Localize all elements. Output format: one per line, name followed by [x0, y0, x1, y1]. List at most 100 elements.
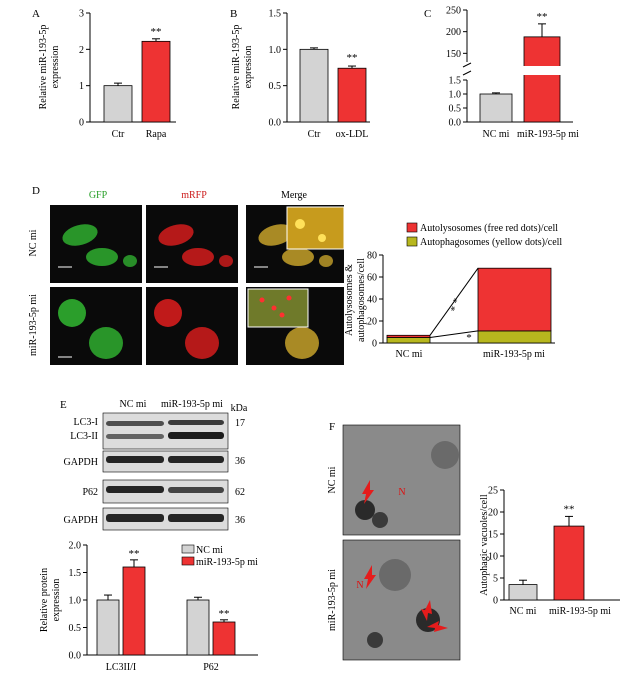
panel-d-bar-autophagosomes-0: [386, 337, 431, 344]
panel-d-col-header-gfp: GFP: [89, 190, 108, 201]
panel-e-kda-label: kDa: [231, 403, 248, 414]
panel-e-xtick-label: LC3II/I: [106, 662, 137, 673]
panel-e-band-label: P62: [82, 487, 98, 498]
blot-band: [168, 432, 224, 439]
panel-e-xtick-label: P62: [203, 662, 219, 673]
panel-c-axis-break: [462, 70, 472, 76]
panel-b-xtick-label: Ctr: [308, 129, 321, 140]
cell-nucleus: [285, 327, 319, 359]
red-arrow-icon: [362, 480, 374, 504]
panel-c-bar-break-gap: [522, 66, 562, 75]
panel-d-chart-ytick-label: 60: [367, 273, 377, 284]
panel-a-ytick-label: 0: [79, 118, 84, 129]
panel-b-ytick-label: 0.5: [269, 81, 282, 92]
panel-d-chart-ytick-label: 80: [367, 251, 377, 262]
panel-d-micrograph-1-1: [146, 287, 238, 365]
panel-b-ytick-label: 1.5: [269, 9, 282, 20]
panel-f-chart-ytick-label: 20: [488, 508, 498, 519]
panel-f-letter: F: [329, 421, 335, 433]
panel-d-significance-lower: *: [466, 332, 472, 344]
panel-f-em-image-1: [342, 539, 461, 661]
panel-b-ytick-label: 1.0: [269, 45, 282, 56]
panel-e-letter: E: [60, 399, 67, 411]
panel-d-micrograph-0-1: [146, 205, 238, 283]
em-vacuole: [355, 500, 375, 520]
panel-e-chart-ytick-label: 0.0: [69, 651, 82, 662]
panel-c-ytick-label: 150: [446, 49, 461, 60]
panel-e-blot-3: [102, 507, 229, 531]
panel-e-blot-2: [102, 479, 229, 504]
puncta: [318, 234, 326, 242]
panel-c-letter: C: [424, 8, 431, 20]
panel-f-nucleus-label: N: [356, 580, 363, 591]
blot-band: [168, 456, 224, 463]
cell-nucleus: [182, 248, 214, 266]
panel-c-ytick-label: 0.0: [449, 118, 462, 129]
panel-e-legend-swatch-mir: [181, 556, 195, 566]
panel-d-col-header-mrfp: mRFP: [181, 190, 207, 201]
red-arrow-icon: [427, 621, 448, 632]
cell-nucleus: [282, 248, 314, 266]
em-bg: [342, 539, 461, 661]
panel-e-bar-P62-0: [186, 599, 210, 656]
panel-c-ytick-label: 1.5: [449, 76, 462, 87]
panel-e-legend-mir: miR-193-5p mi: [196, 557, 258, 568]
panel-d-bar-autophagosomes-1: [477, 330, 552, 344]
panel-e-lane-label: NC mi: [120, 399, 147, 410]
panel-d-row-label: NC mi: [28, 229, 39, 256]
panel-e-chart-ytick-label: 2.0: [69, 541, 82, 552]
micrograph-bg: [50, 205, 142, 283]
blot-band: [106, 486, 164, 493]
panel-d-chart-ytick-label: 40: [367, 295, 377, 306]
panel-d-bar-autolysosomes-1: [477, 267, 552, 332]
puncta: [279, 312, 285, 318]
panel-e-bar-LC3II/I-1: [122, 566, 146, 656]
panel-a-letter: A: [32, 8, 40, 20]
panel-a-xtick-label: Rapa: [146, 129, 167, 140]
puncta: [271, 305, 277, 311]
panel-d-connector-mid: [429, 330, 479, 338]
panel-d-chart-ytick-label: 20: [367, 317, 377, 328]
cell-nucleus: [154, 299, 182, 327]
panel-e-band-label: LC3-II: [70, 431, 98, 442]
puncta: [286, 295, 292, 301]
panel-a-ylabel-1: Relative miR-193-5p: [38, 25, 49, 110]
panel-c-ytick-label: 200: [446, 27, 461, 38]
panel-c-significance: **: [537, 11, 548, 23]
panel-d-letter: D: [32, 185, 40, 197]
panel-d-legend-swatch-autolysosomes: [406, 222, 418, 233]
panel-f-nucleus-label: N: [398, 487, 405, 498]
em-structure: [431, 441, 459, 469]
puncta: [295, 219, 305, 229]
cell-nucleus: [219, 255, 233, 267]
panel-e-bar-P62-1: [212, 621, 236, 656]
panel-d-connector-top: [429, 267, 479, 336]
blot-band: [168, 487, 224, 493]
blot-band: [168, 420, 224, 425]
panel-e-kda-value: 62: [235, 487, 245, 498]
cell-nucleus: [185, 327, 219, 359]
panel-e-blot-0: [102, 412, 229, 450]
panel-d-xtick-label: miR-193-5p mi: [483, 349, 545, 360]
cell-nucleus: [319, 255, 333, 267]
panel-f-significance: **: [564, 503, 575, 515]
panel-f-chart-ytick-label: 0: [493, 596, 498, 607]
panel-c-bar-miR-193-5p-mi: [523, 36, 561, 123]
cell-nucleus: [158, 224, 194, 246]
panel-d-chart-ytick-label: 0: [372, 339, 377, 350]
panel-e-legend-swatch-nc: [181, 544, 195, 554]
cell-nucleus: [62, 224, 98, 246]
panel-e-band-label: GAPDH: [64, 457, 98, 468]
panel-f-ylabel: Autophagic vacuoles/cell: [479, 494, 490, 596]
panel-c-ytick-label: 0.5: [449, 104, 462, 115]
panel-f-bar-0: [508, 584, 538, 601]
panel-a-ytick-label: 3: [79, 9, 84, 20]
panel-f-chart-ytick-label: 5: [493, 574, 498, 585]
panel-f-chart-ytick-label: 10: [488, 552, 498, 563]
panel-c-bar-NC-mi: [479, 93, 513, 123]
blot-band: [106, 421, 164, 426]
red-arrow-icon: [421, 600, 432, 621]
panel-b-significance: **: [347, 52, 358, 64]
panel-d-legend-autophagosomes: Autophagosomes (yellow dots)/cell: [420, 237, 562, 248]
panel-d-micrograph-1-0: [50, 287, 142, 365]
